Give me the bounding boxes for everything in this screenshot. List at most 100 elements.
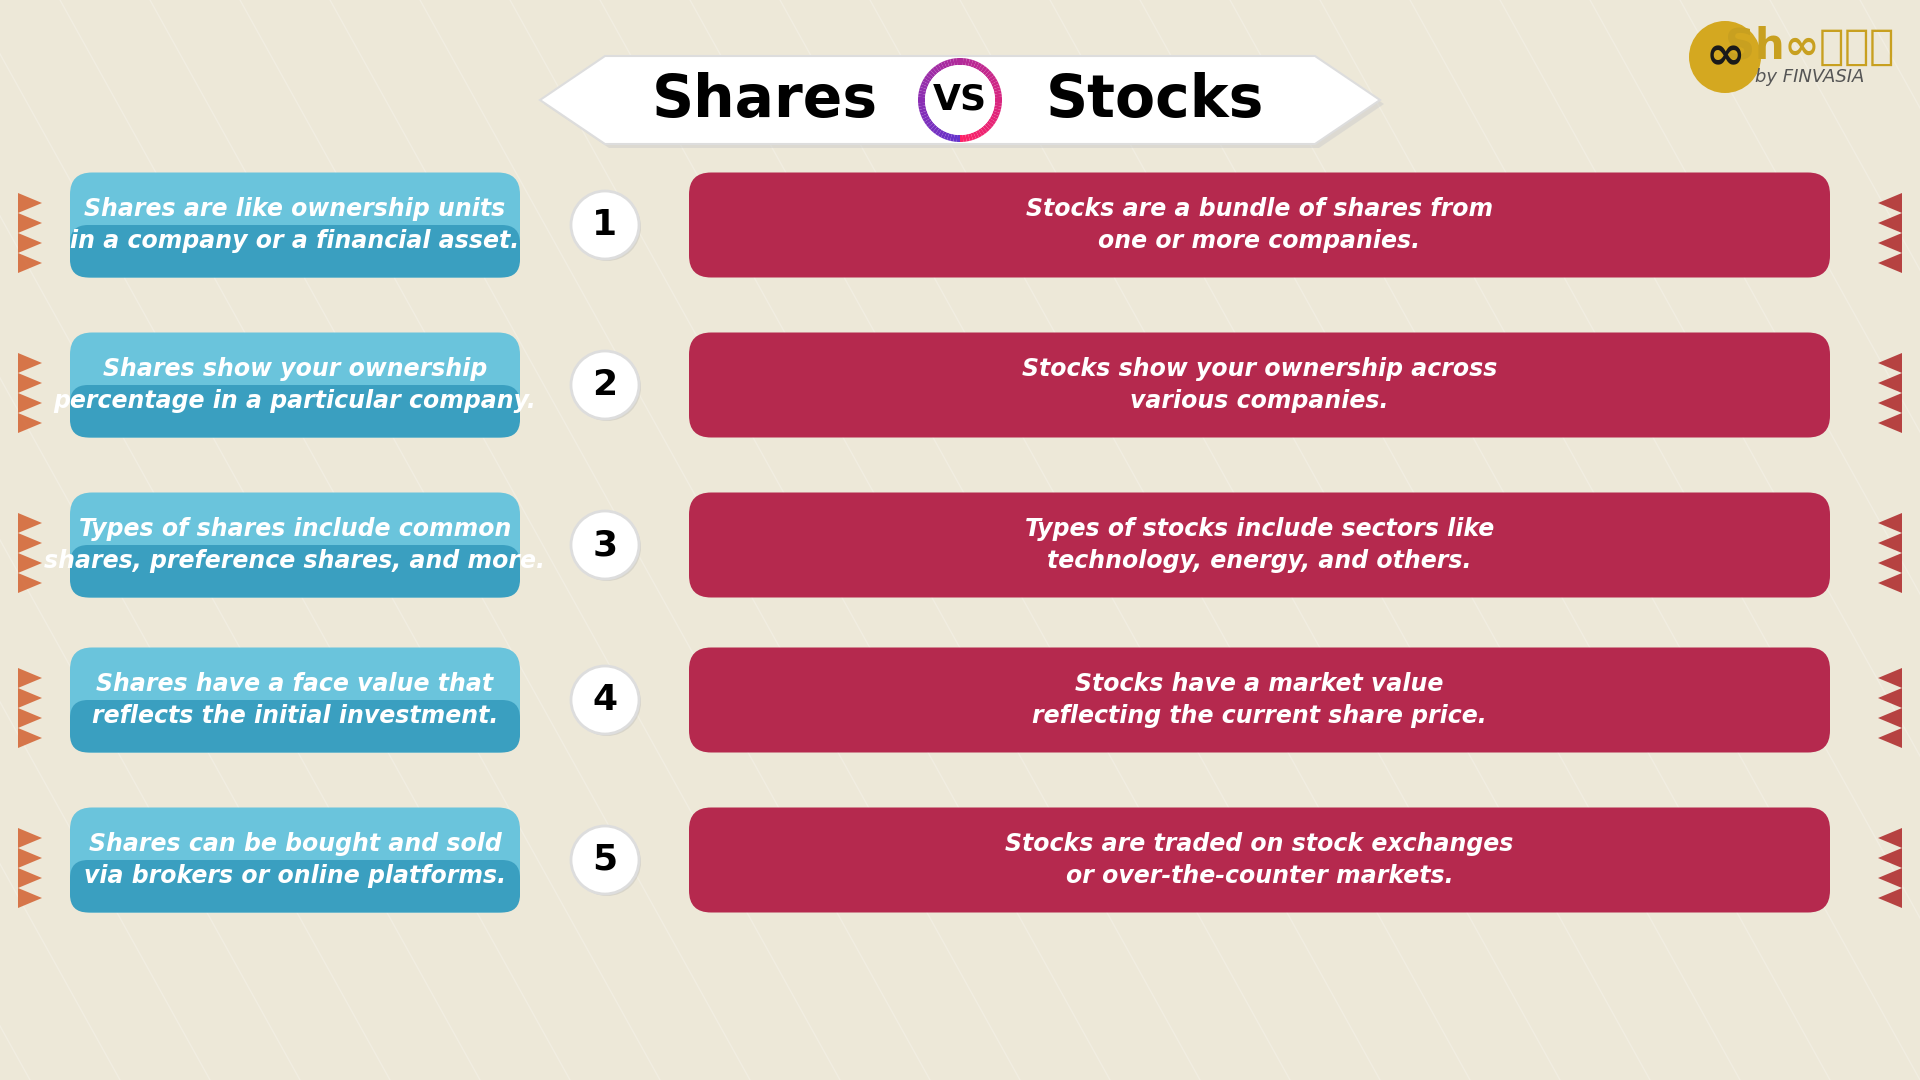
Polygon shape: [17, 888, 42, 908]
Wedge shape: [966, 134, 970, 141]
Text: Sh∞न्य: Sh∞न्य: [1726, 26, 1895, 68]
Wedge shape: [985, 70, 993, 78]
FancyBboxPatch shape: [69, 860, 520, 913]
Wedge shape: [983, 125, 989, 132]
Polygon shape: [17, 728, 42, 748]
Polygon shape: [540, 56, 1380, 144]
Wedge shape: [918, 94, 925, 97]
Circle shape: [570, 826, 639, 894]
Wedge shape: [927, 123, 935, 130]
Circle shape: [1690, 21, 1761, 93]
Wedge shape: [993, 111, 1000, 116]
Text: Shares show your ownership
percentage in a particular company.: Shares show your ownership percentage in…: [54, 356, 536, 414]
Wedge shape: [991, 78, 996, 84]
Wedge shape: [991, 81, 998, 86]
Polygon shape: [1878, 669, 1903, 688]
Wedge shape: [920, 111, 927, 116]
Wedge shape: [985, 123, 993, 130]
Polygon shape: [1878, 213, 1903, 233]
Wedge shape: [920, 108, 927, 113]
Circle shape: [570, 351, 639, 419]
Wedge shape: [924, 119, 931, 124]
Polygon shape: [17, 393, 42, 413]
Polygon shape: [1878, 848, 1903, 868]
Polygon shape: [1878, 728, 1903, 748]
Wedge shape: [956, 135, 960, 141]
Text: 4: 4: [593, 683, 618, 717]
FancyBboxPatch shape: [689, 492, 1830, 597]
FancyBboxPatch shape: [689, 648, 1830, 753]
Text: Stocks are a bundle of shares from
one or more companies.: Stocks are a bundle of shares from one o…: [1025, 197, 1494, 254]
Text: Shares are like ownership units
in a company or a financial asset.: Shares are like ownership units in a com…: [71, 197, 520, 254]
Wedge shape: [995, 94, 1002, 97]
Text: 3: 3: [593, 528, 618, 562]
Text: 1: 1: [593, 208, 618, 242]
Wedge shape: [993, 84, 1000, 90]
Text: by FINVASIA: by FINVASIA: [1755, 68, 1864, 86]
Circle shape: [925, 65, 995, 135]
FancyBboxPatch shape: [69, 333, 520, 437]
Polygon shape: [17, 848, 42, 868]
Polygon shape: [17, 413, 42, 433]
FancyBboxPatch shape: [69, 808, 520, 913]
Circle shape: [570, 191, 639, 259]
Text: Types of shares include common
shares, preference shares, and more.: Types of shares include common shares, p…: [44, 516, 545, 573]
Wedge shape: [972, 133, 975, 140]
FancyBboxPatch shape: [69, 492, 520, 597]
FancyBboxPatch shape: [69, 648, 520, 753]
Wedge shape: [960, 135, 964, 141]
FancyBboxPatch shape: [69, 384, 520, 437]
Wedge shape: [995, 97, 1002, 100]
Wedge shape: [981, 126, 987, 134]
Wedge shape: [973, 131, 979, 139]
Polygon shape: [1878, 828, 1903, 848]
Wedge shape: [954, 58, 958, 66]
Wedge shape: [933, 126, 939, 134]
Circle shape: [570, 511, 639, 579]
Wedge shape: [939, 130, 945, 137]
Circle shape: [570, 666, 639, 734]
Polygon shape: [17, 669, 42, 688]
Polygon shape: [17, 573, 42, 593]
Wedge shape: [941, 62, 947, 69]
Polygon shape: [1878, 553, 1903, 573]
Wedge shape: [935, 129, 941, 136]
Circle shape: [572, 353, 641, 421]
Wedge shape: [975, 130, 981, 137]
Wedge shape: [968, 133, 973, 140]
Wedge shape: [972, 60, 975, 68]
Text: Types of stocks include sectors like
technology, energy, and others.: Types of stocks include sectors like tec…: [1025, 516, 1494, 573]
Polygon shape: [17, 708, 42, 728]
Text: 5: 5: [593, 843, 618, 877]
Polygon shape: [1878, 513, 1903, 534]
Polygon shape: [17, 534, 42, 553]
Wedge shape: [918, 91, 925, 95]
Wedge shape: [973, 62, 979, 69]
Wedge shape: [922, 81, 929, 86]
Wedge shape: [918, 106, 925, 110]
Wedge shape: [918, 97, 925, 100]
Wedge shape: [954, 135, 958, 141]
Wedge shape: [995, 103, 1002, 107]
Wedge shape: [924, 76, 931, 82]
Wedge shape: [931, 68, 937, 76]
Text: Stocks show your ownership across
various companies.: Stocks show your ownership across variou…: [1021, 356, 1498, 414]
Text: Shares have a face value that
reflects the initial investment.: Shares have a face value that reflects t…: [92, 672, 497, 728]
Polygon shape: [1878, 253, 1903, 273]
Polygon shape: [1878, 708, 1903, 728]
Polygon shape: [1878, 353, 1903, 373]
Wedge shape: [991, 116, 996, 122]
Wedge shape: [941, 131, 947, 139]
Wedge shape: [920, 84, 927, 90]
Polygon shape: [17, 828, 42, 848]
Polygon shape: [17, 868, 42, 888]
Polygon shape: [17, 353, 42, 373]
Wedge shape: [933, 66, 939, 73]
Wedge shape: [966, 58, 970, 66]
Polygon shape: [1878, 193, 1903, 213]
Polygon shape: [1878, 233, 1903, 253]
Wedge shape: [947, 133, 952, 140]
Polygon shape: [1878, 373, 1903, 393]
Polygon shape: [17, 233, 42, 253]
Text: 2: 2: [593, 368, 618, 402]
